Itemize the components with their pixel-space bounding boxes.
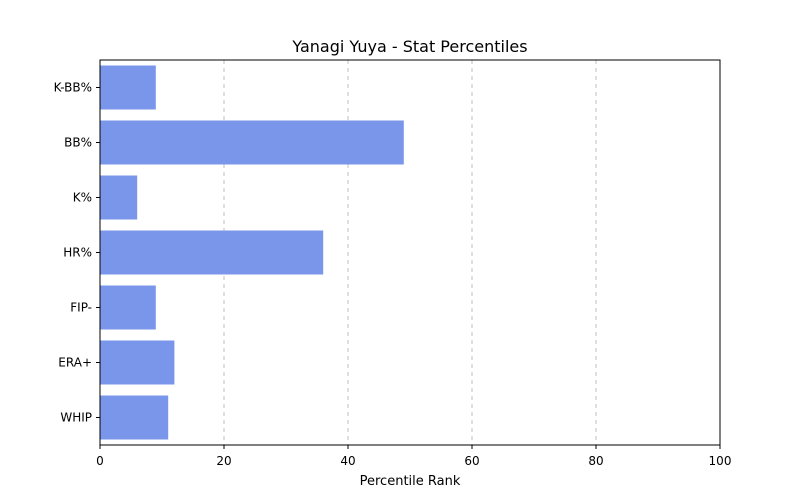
- bar: [100, 285, 156, 330]
- bar: [100, 175, 138, 220]
- y-axis-ticks: K-BB% BB% K% HR% FIP- ERA+ WHIP: [54, 81, 100, 425]
- y-tick-label: WHIP: [60, 411, 92, 425]
- y-tick-label: BB%: [64, 136, 92, 150]
- bars: [100, 65, 404, 440]
- bar: [100, 230, 324, 275]
- y-tick-label: K%: [73, 191, 92, 205]
- x-tick-label: 40: [340, 454, 355, 468]
- x-tick-label: 60: [464, 454, 479, 468]
- x-tick-label: 100: [709, 454, 732, 468]
- y-tick-label: ERA+: [58, 356, 92, 370]
- bar: [100, 65, 156, 110]
- x-tick-label: 20: [216, 454, 231, 468]
- x-axis-ticks: 0 20 40 60 80 100: [96, 445, 731, 468]
- x-tick-label: 0: [96, 454, 104, 468]
- y-tick-label: K-BB%: [54, 81, 92, 95]
- y-tick-label: HR%: [63, 246, 92, 260]
- y-tick-label: FIP-: [70, 301, 92, 315]
- chart-title: Yanagi Yuya - Stat Percentiles: [291, 37, 527, 56]
- bar: [100, 120, 404, 165]
- bar: [100, 395, 169, 440]
- x-tick-label: 80: [588, 454, 603, 468]
- x-axis-label: Percentile Rank: [360, 474, 461, 489]
- bar: [100, 340, 175, 385]
